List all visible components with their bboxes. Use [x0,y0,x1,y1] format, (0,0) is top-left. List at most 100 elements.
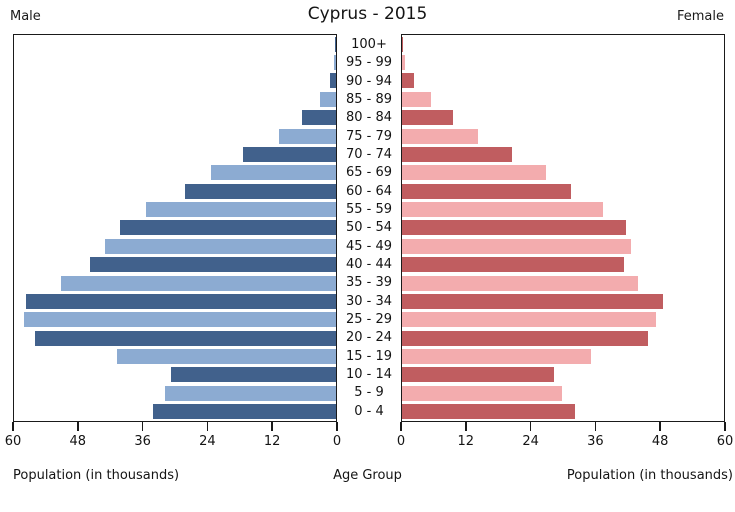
male-bar-row [14,384,336,402]
age-group-label: 35 - 39 [345,275,393,291]
male-bar-row [14,145,336,163]
female-bar-row [402,219,724,237]
male-bar [120,220,336,236]
female-bar [402,91,431,107]
female-bar-row [402,256,724,274]
age-group-label: 90 - 94 [345,73,393,89]
male-bar [320,91,336,107]
female-bar-row [402,311,724,329]
female-bar-row [402,182,724,200]
tick-mark [724,421,726,431]
male-bar [210,165,336,181]
male-bar [24,312,336,328]
female-bar [402,404,575,420]
age-group-label: 55 - 59 [345,202,393,218]
female-bar [402,330,648,346]
tick-mark [529,421,532,431]
female-bar-row [402,35,724,53]
male-bar-row [14,53,336,71]
male-bar [146,202,336,218]
female-bar [402,110,453,126]
male-bar [117,349,336,365]
tick-mark [659,421,661,431]
female-bar-row [402,292,724,310]
tick-label: 24 [522,433,539,449]
male-bar-row [14,109,336,127]
male-bar-row [14,35,336,53]
male-bar-row [14,366,336,384]
male-bar-row [14,182,336,200]
age-group-label: 25 - 29 [345,312,393,328]
male-plot [13,34,337,422]
female-bar-row [402,274,724,292]
age-group-label: 95 - 99 [345,55,393,71]
female-bar-row [402,403,724,421]
female-bar [402,55,405,71]
male-side-label: Male [10,9,41,24]
female-bar [402,349,592,365]
male-bar [184,183,336,199]
tick-label: 48 [651,433,669,449]
male-bar [26,293,336,309]
male-bar-row [14,72,336,90]
tick-mark [12,421,14,431]
tick-label: 24 [199,433,216,449]
female-bar [402,220,627,236]
male-bar [35,330,336,346]
age-group-labels: 100+ 95 - 99 90 - 94 85 - 89 80 - 84 75 - 79 7… [337,36,401,421]
male-bar-row [14,311,336,329]
female-axis: 0 12 24 36 48 60 [397,421,733,456]
age-group-label: 80 - 84 [345,110,393,126]
tick-mark [141,421,144,431]
female-bar [402,312,656,328]
female-bar [402,202,604,218]
male-bar-row [14,329,336,347]
age-group-label: 45 - 49 [345,238,393,254]
female-side-label: Female [676,9,724,24]
male-bar-row [14,347,336,365]
female-bar-row [402,347,724,365]
tick-label: 12 [263,433,281,449]
female-bar [402,36,404,52]
tick-mark [271,421,273,431]
tick-label: 36 [587,433,604,449]
male-bar-row [14,292,336,310]
female-bar [402,183,571,199]
male-bar [153,404,336,420]
male-bar-row [14,127,336,145]
tick-mark [77,421,79,431]
female-bar-row [402,53,724,71]
tick-mark [336,421,338,431]
male-bar-row [14,237,336,255]
age-group-label: 30 - 34 [345,293,393,309]
female-bar-row [402,145,724,163]
male-bar-row [14,403,336,421]
age-group-label: 65 - 69 [345,165,393,181]
age-group-label: 85 - 89 [345,92,393,108]
male-bar-row [14,90,336,108]
tick-label: 48 [69,433,87,449]
female-bar [402,385,562,401]
male-axis-title: Population (in thousands) [13,468,180,483]
male-bar [330,73,336,89]
male-bar [105,238,336,254]
age-group-label: 40 - 44 [345,257,393,273]
female-bar-row [402,127,724,145]
male-bar-row [14,219,336,237]
age-group-label: 5 - 9 [354,385,384,401]
female-bar [402,275,638,291]
male-bar [170,367,336,383]
female-bar-row [402,200,724,218]
female-bar-row [402,90,724,108]
female-axis-title: Population (in thousands) [566,468,733,483]
age-group-label: 15 - 19 [345,348,393,364]
female-bar-row [402,109,724,127]
male-axis: 60 48 36 24 12 0 [5,421,341,456]
male-bar [90,257,336,273]
age-group-label: 50 - 54 [345,220,393,236]
female-bar-row [402,72,724,90]
male-bar [164,385,336,401]
male-bar [335,36,336,52]
female-bar-row [402,237,724,255]
female-bar [402,238,631,254]
